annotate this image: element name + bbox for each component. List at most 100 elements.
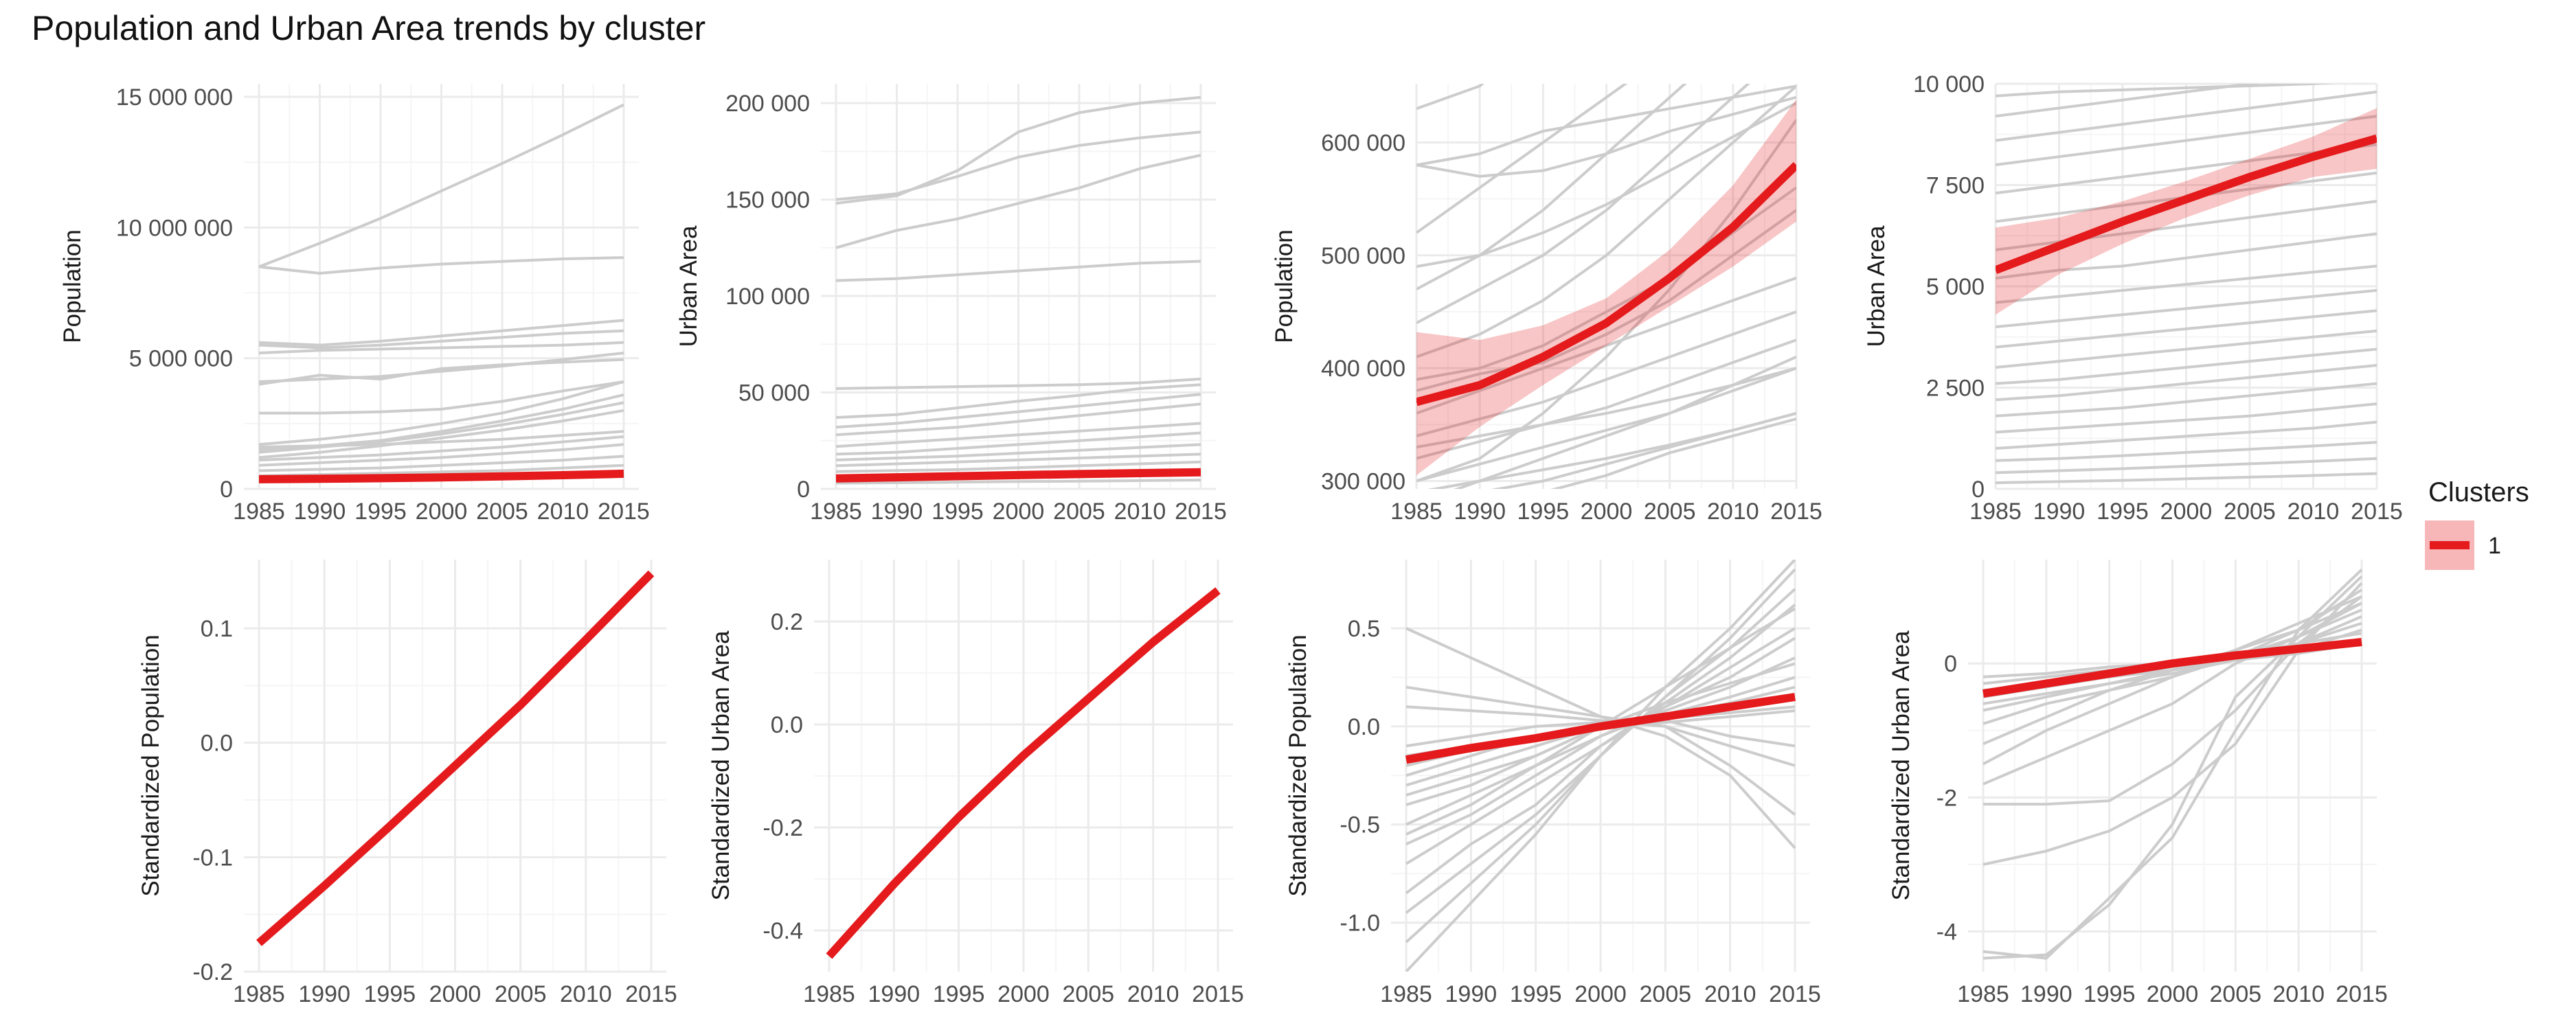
y-tick-label: 400 000 [1321,356,1405,382]
background-line [1996,457,2377,474]
y-tick-label: -0.4 [762,918,803,944]
background-line [1416,84,1750,325]
x-tick-label: 2015 [2336,981,2388,1007]
x-tick-label: 2010 [560,981,612,1007]
background-line [1416,339,1796,460]
x-tick-label: 1990 [1445,981,1498,1007]
y-tick-label: 100 000 [725,284,810,310]
background-line [1416,186,1796,381]
x-tick-label: 2010 [1114,499,1166,525]
background-line [1996,329,2377,369]
background-line [258,455,624,472]
background-line [1996,382,2377,417]
cluster-trend-line [1416,162,1796,407]
plot-area [1982,569,2363,960]
x-tick-label: 1995 [933,981,985,1007]
x-tick-label: 2005 [2224,499,2276,525]
y-tick-label: 7 500 [1926,173,1985,199]
background-line [1982,608,2362,786]
y-tick-label: -0.2 [762,815,803,841]
y-tick-label: 0.5 [1348,616,1380,642]
cluster-trend-line [1982,638,2362,698]
x-tick-label: 2005 [2210,981,2262,1007]
confidence-ribbon [1996,108,2377,315]
x-tick-label: 1995 [364,981,416,1007]
panel-6: 1985 1990 1995 2000 2005 2010 2015 -0.4 -0.2 0.0 0… [708,560,1244,1007]
panel-3: 1985 1990 1995 2000 2005 2010 2015 300 000 400 0… [1271,84,1822,525]
plot-area [835,95,1201,485]
plot-area [826,587,1221,959]
background-line [259,380,624,415]
y-tick-label: 500 000 [1321,243,1405,269]
y-tick-label: 0.1 [201,616,233,642]
background-line [258,409,624,459]
x-tick-label: 1995 [2097,499,2149,525]
background-line [258,329,624,350]
x-tick-label: 1990 [2033,499,2086,525]
y-tick-label: 150 000 [725,187,810,214]
background-line [1996,115,2377,166]
y-tick-label: 0.0 [771,712,803,738]
x-tick-label: 1985 [1957,981,2009,1007]
background-line [1550,417,1796,489]
background-line [835,460,1201,473]
y-axis-title: Standardized Population [1285,634,1311,896]
x-tick-label: 2005 [476,499,528,525]
x-tick-label: 1990 [294,499,346,525]
background-line [1996,84,2335,98]
background-line [1996,441,2377,462]
background-line [258,464,624,477]
x-tick-label: 2015 [2351,499,2403,525]
y-tick-label: -0.5 [1340,812,1380,838]
y-tick-label: -0.1 [192,845,233,871]
background-line [258,358,624,386]
background-line [258,380,624,446]
x-tick-label: 2005 [495,981,547,1007]
legend-title: Clusters [2428,477,2529,507]
background-line [1416,367,1796,449]
background-line [1416,276,1796,415]
background-line [1982,595,2362,766]
background-line [835,443,1201,461]
background-line [835,479,1201,485]
x-tick-label: 1985 [1380,981,1432,1007]
background-line [835,154,1201,249]
background-line [1996,90,2377,142]
background-line [835,422,1201,448]
x-tick-label: 1995 [931,499,984,525]
plot-area [258,103,624,483]
background-line [258,341,624,355]
panel-4: 1985 1990 1995 2000 2005 2010 2015 0 2 500 5 000 7… [1863,71,2403,525]
y-axis-title: Urban Area [1863,225,1890,347]
background-line [1416,310,1796,437]
x-tick-label: 2000 [1574,981,1627,1007]
background-line [1996,347,2377,385]
plot-area [1405,560,1796,972]
y-tick-label: 0 [797,477,810,503]
cluster-trend-line [1405,693,1796,764]
background-line [835,260,1201,282]
x-tick-label: 2000 [2160,499,2213,525]
background-line [835,377,1201,390]
background-line [1405,705,1796,767]
x-tick-label: 2010 [1707,499,1759,525]
y-axis-title: Standardized Population [137,634,164,896]
x-tick-label: 2000 [2147,981,2199,1007]
panel-2: 1985 1990 1995 2000 2005 2010 2015 0 50 000 100 0… [675,84,1227,525]
background-line [258,103,624,268]
y-tick-label: 10 000 [1913,71,1985,98]
x-tick-label: 1985 [1390,499,1443,525]
background-line [258,435,624,462]
background-line [1405,685,1796,816]
background-line [1405,627,1796,865]
background-line [258,430,624,449]
background-line [1416,367,1796,483]
x-tick-label: 2010 [2287,499,2340,525]
x-tick-label: 1985 [803,981,855,1007]
panel-1: 1985 1990 1995 2000 2005 2010 2015 0 5 000 000 10… [59,84,650,525]
x-tick-label: 2000 [997,981,1050,1007]
figure-title: Population and Urban Area trends by clus… [32,9,706,47]
background-line [258,256,624,275]
y-tick-label: 50 000 [738,380,810,407]
background-line [1996,420,2377,450]
